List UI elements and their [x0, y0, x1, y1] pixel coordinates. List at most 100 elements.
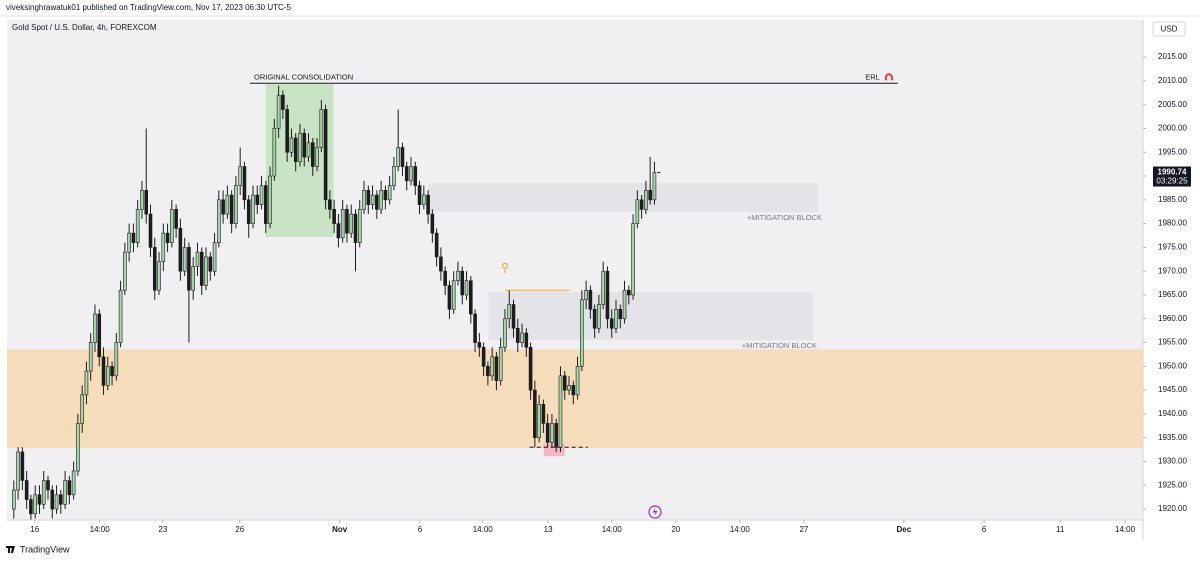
- candle-body: [434, 232, 439, 258]
- candle-body: [20, 451, 25, 481]
- candle-body: [101, 356, 106, 386]
- candle-body: [80, 394, 84, 424]
- candle-body: [618, 308, 623, 320]
- x-tick-label: 11: [1056, 525, 1065, 534]
- candle-body: [447, 285, 452, 310]
- y-tick-label: 1995.00: [1158, 147, 1187, 156]
- y-tick-label: 2005.00: [1158, 100, 1187, 109]
- candle-body: [349, 213, 354, 234]
- candle-body: [174, 209, 178, 229]
- candle-body: [383, 190, 388, 201]
- candle-body: [601, 270, 605, 305]
- currency-box[interactable]: [1152, 21, 1186, 37]
- pin-icon: [501, 262, 509, 274]
- candle-body: [567, 385, 571, 391]
- candle-body: [59, 494, 63, 505]
- candle-body: [400, 147, 405, 167]
- candle-body: [88, 342, 93, 372]
- y-tick-label: 1920.00: [1158, 504, 1187, 513]
- last-price-label: 1990.74: [1158, 168, 1187, 177]
- candle-body: [375, 194, 379, 210]
- candle-body: [439, 256, 443, 272]
- y-tick-label: 1960.00: [1158, 314, 1187, 323]
- candle-body: [477, 342, 482, 348]
- candle-body: [460, 270, 465, 296]
- x-tick-label: 23: [158, 525, 167, 534]
- candle-body: [575, 366, 580, 396]
- candle-body: [37, 494, 42, 505]
- candle-body: [622, 289, 627, 320]
- candle-body: [490, 356, 494, 377]
- x-tick-label: 27: [799, 525, 808, 534]
- candle-body: [456, 270, 460, 282]
- candle-body: [255, 194, 260, 205]
- candle-body: [310, 142, 315, 167]
- candle-body: [148, 213, 153, 248]
- candle-body: [293, 137, 298, 163]
- candle-body: [396, 147, 400, 167]
- candle-body: [242, 166, 247, 201]
- candle-body: [486, 366, 490, 377]
- candle-body: [332, 209, 336, 224]
- replay-icon[interactable]: [648, 505, 662, 519]
- candle-body: [16, 451, 20, 491]
- candle-body: [635, 199, 640, 224]
- x-tick-label: 6: [418, 525, 423, 534]
- candle-body: [187, 247, 191, 291]
- candle-body: [597, 304, 601, 329]
- candle-body: [592, 308, 597, 329]
- currency: USD: [1161, 25, 1178, 34]
- candle-body: [170, 209, 174, 243]
- candle-body: [144, 190, 149, 215]
- candle-body: [157, 261, 161, 291]
- chart-title: Gold Spot / U.S. Dollar, 4h, FOREXCOM: [12, 23, 157, 32]
- candle-body: [498, 347, 503, 381]
- candle-body: [605, 270, 610, 320]
- magnet-icon: [884, 73, 893, 81]
- candle-body: [443, 270, 447, 286]
- y-tick-label: 2000.00: [1158, 124, 1187, 133]
- y-tick-label: 1945.00: [1158, 385, 1187, 394]
- candle-body: [46, 480, 50, 491]
- y-tick-label: 1965.00: [1158, 290, 1187, 299]
- candle-body: [110, 366, 114, 377]
- candle-body: [135, 209, 140, 243]
- candle-body: [118, 289, 123, 343]
- candle-body: [614, 308, 618, 329]
- candle-body: [165, 232, 170, 243]
- candle-body: [430, 213, 435, 234]
- y-tick-label: 1985.00: [1158, 195, 1187, 204]
- candle-body: [631, 223, 635, 296]
- y-tick-label: 2015.00: [1158, 52, 1187, 61]
- last-price-box: [1153, 166, 1191, 187]
- x-tick-label: 26: [235, 525, 244, 534]
- x-tick-label: 20: [671, 525, 680, 534]
- candle-body: [511, 304, 516, 329]
- icon-circle: [648, 505, 662, 519]
- candle-body: [131, 232, 136, 243]
- candle-body: [379, 190, 383, 210]
- candle-body: [503, 318, 507, 348]
- zone: [428, 183, 819, 213]
- candle-body: [537, 404, 541, 438]
- candle-body: [114, 342, 119, 377]
- candle-body: [550, 423, 554, 443]
- candle-body: [524, 332, 529, 348]
- candle-body: [199, 251, 204, 286]
- candle-body: [140, 190, 144, 210]
- candle-body: [588, 289, 593, 310]
- candle-body: [584, 289, 588, 301]
- candle-body: [289, 137, 294, 153]
- candle-body: [533, 389, 537, 438]
- candle-body: [225, 194, 230, 215]
- candle-body: [123, 251, 127, 291]
- candle-body: [264, 185, 268, 224]
- candle-body: [545, 423, 550, 443]
- zone-label: +MITIGATION BLOCK: [747, 213, 822, 222]
- candle-body: [528, 347, 533, 391]
- candle-body: [481, 347, 486, 367]
- x-tick-label: 16: [30, 525, 39, 534]
- candle-body: [24, 480, 29, 500]
